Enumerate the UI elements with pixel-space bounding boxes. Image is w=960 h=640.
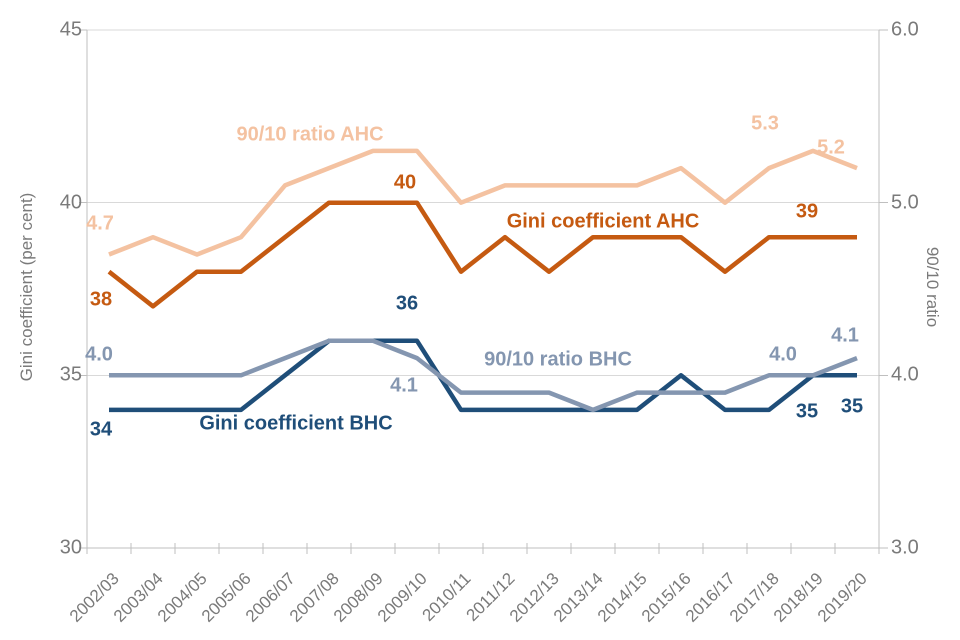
right-axis-tick-label: 6.0 [891, 18, 919, 41]
data-point-label: 4.0 [85, 343, 113, 366]
left-axis-tick-label: 35 [59, 363, 82, 386]
series-label-gini-coefficient-bhc: Gini coefficient BHC [199, 412, 393, 435]
data-point-label: 4.0 [769, 343, 797, 366]
data-point-label: 4.1 [390, 374, 418, 397]
series-line-gini-coefficient-bhc [109, 338, 857, 413]
right-axis-tick-label: 3.0 [891, 536, 919, 559]
series-line-gini-coefficient-ahc [107, 200, 857, 309]
series-label-gini-coefficient-ahc: Gini coefficient AHC [506, 210, 700, 233]
series-line-90-10-ratio-bhc [109, 338, 858, 413]
data-point-label: 39 [795, 200, 819, 223]
series-label-90-10-ratio-bhc: 90/10 ratio BHC [484, 348, 632, 371]
data-point-label: 35 [840, 395, 864, 418]
data-point-label: 5.3 [751, 112, 779, 135]
right-axis-title: 90/10 ratio [923, 246, 942, 328]
series-line-90-10-ratio-ahc [108, 148, 858, 257]
data-point-label: 34 [89, 418, 113, 441]
left-axis-tick-label: 45 [59, 18, 82, 41]
data-point-label: 4.7 [86, 212, 114, 235]
data-point-label: 35 [795, 400, 819, 423]
data-point-label: 36 [395, 292, 419, 315]
data-point-label: 40 [393, 171, 417, 194]
data-point-label: 5.2 [817, 136, 845, 159]
left-axis-tick-label: 30 [59, 536, 82, 559]
left-axis-tick-label: 40 [59, 191, 82, 214]
data-point-label: 4.1 [831, 324, 859, 347]
series-label-90-10-ratio-ahc: 90/10 ratio AHC [236, 123, 384, 146]
right-axis-tick-label: 4.0 [891, 363, 919, 386]
right-axis-tick-label: 5.0 [891, 191, 919, 214]
data-point-label: 38 [89, 288, 113, 311]
left-axis-title: Gini coefficient (per cent) [17, 192, 36, 382]
